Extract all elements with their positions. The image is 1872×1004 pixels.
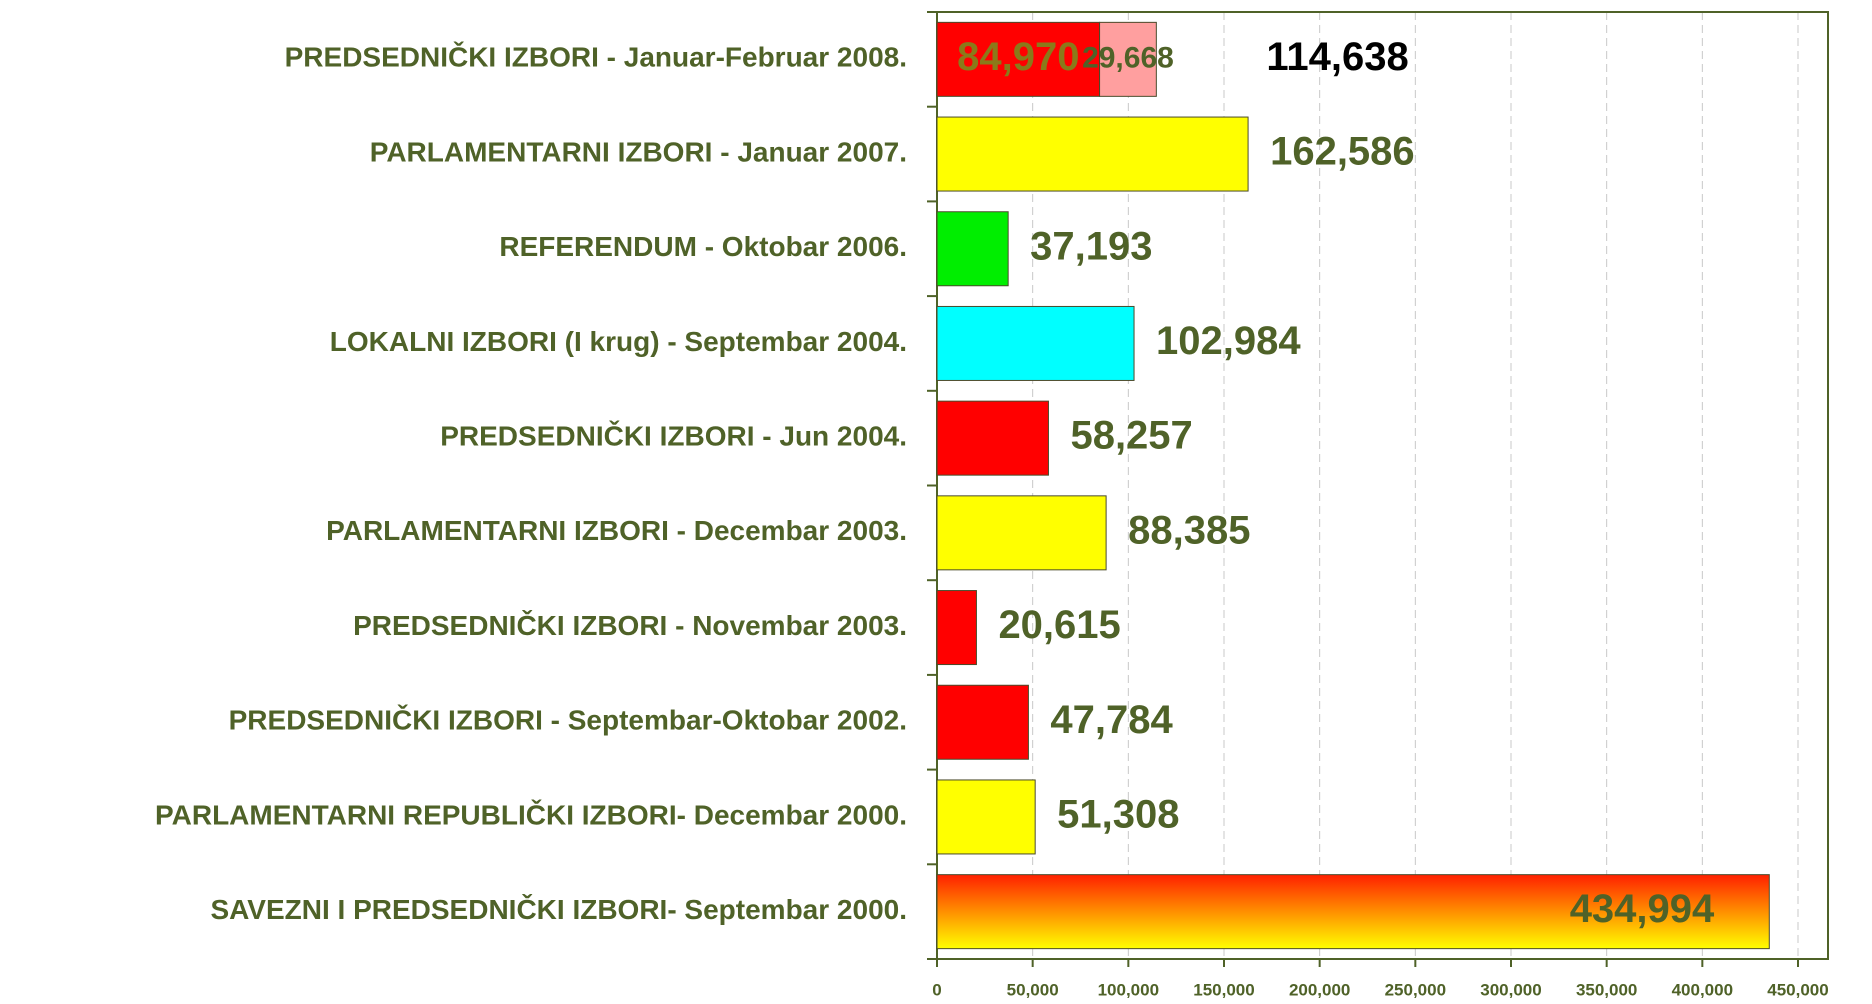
value-label: 58,257 xyxy=(1070,414,1192,458)
category-label: LOKALNI IZBORI (I krug) - Septembar 2004… xyxy=(330,326,907,357)
value-label: 102,984 xyxy=(1156,319,1301,363)
bar xyxy=(936,400,1049,476)
x-tick-label: 50,000 xyxy=(1007,980,1059,999)
category-label: PREDSEDNIČKI IZBORI - Septembar-Oktobar … xyxy=(229,704,907,736)
bar xyxy=(936,684,1029,760)
bar xyxy=(1099,21,1157,97)
x-tick-label: 400,000 xyxy=(1672,980,1733,999)
x-tick-label: 150,000 xyxy=(1193,980,1254,999)
value-label: 37,193 xyxy=(1030,224,1152,268)
x-tick-label: 0 xyxy=(932,980,941,999)
value-label: 20,615 xyxy=(998,603,1120,647)
bar xyxy=(936,495,1107,571)
bar xyxy=(936,116,1249,192)
x-tick-label: 350,000 xyxy=(1576,980,1637,999)
category-label: PREDSEDNIČKI IZBORI - Januar-Februar 200… xyxy=(285,41,907,73)
category-label: PREDSEDNIČKI IZBORI - Jun 2004. xyxy=(440,420,907,452)
category-label: SAVEZNI I PREDSEDNIČKI IZBORI- Septembar… xyxy=(210,893,907,925)
category-label: PARLAMENTARNI IZBORI - Decembar 2003. xyxy=(326,515,907,546)
category-label: PARLAMENTARNI IZBORI - Januar 2007. xyxy=(370,136,907,167)
bar xyxy=(936,305,1135,381)
x-tick-label: 300,000 xyxy=(1480,980,1541,999)
value-label: 29,668 xyxy=(1082,41,1174,74)
value-label: 162,586 xyxy=(1270,130,1415,174)
x-tick-label: 450,000 xyxy=(1767,980,1828,999)
bar xyxy=(936,590,977,666)
bar xyxy=(936,211,1009,287)
category-label: PARLAMENTARNI REPUBLIČKI IZBORI- Decemba… xyxy=(155,798,907,830)
total-label: 114,638 xyxy=(1266,35,1408,79)
x-tick-label: 100,000 xyxy=(1098,980,1159,999)
value-label: 88,385 xyxy=(1128,508,1250,552)
category-label: REFERENDUM - Oktobar 2006. xyxy=(499,231,907,262)
category-label: PREDSEDNIČKI IZBORI - Novembar 2003. xyxy=(353,609,907,641)
value-label: 434,994 xyxy=(1570,887,1715,931)
bar xyxy=(936,779,1036,855)
x-tick-label: 250,000 xyxy=(1385,980,1446,999)
bar xyxy=(936,874,1770,950)
x-tick-label: 200,000 xyxy=(1289,980,1350,999)
value-label: 47,784 xyxy=(1050,698,1173,742)
value-label: 84,970 xyxy=(957,35,1079,79)
bar xyxy=(936,21,1101,97)
value-label: 51,308 xyxy=(1057,793,1179,837)
